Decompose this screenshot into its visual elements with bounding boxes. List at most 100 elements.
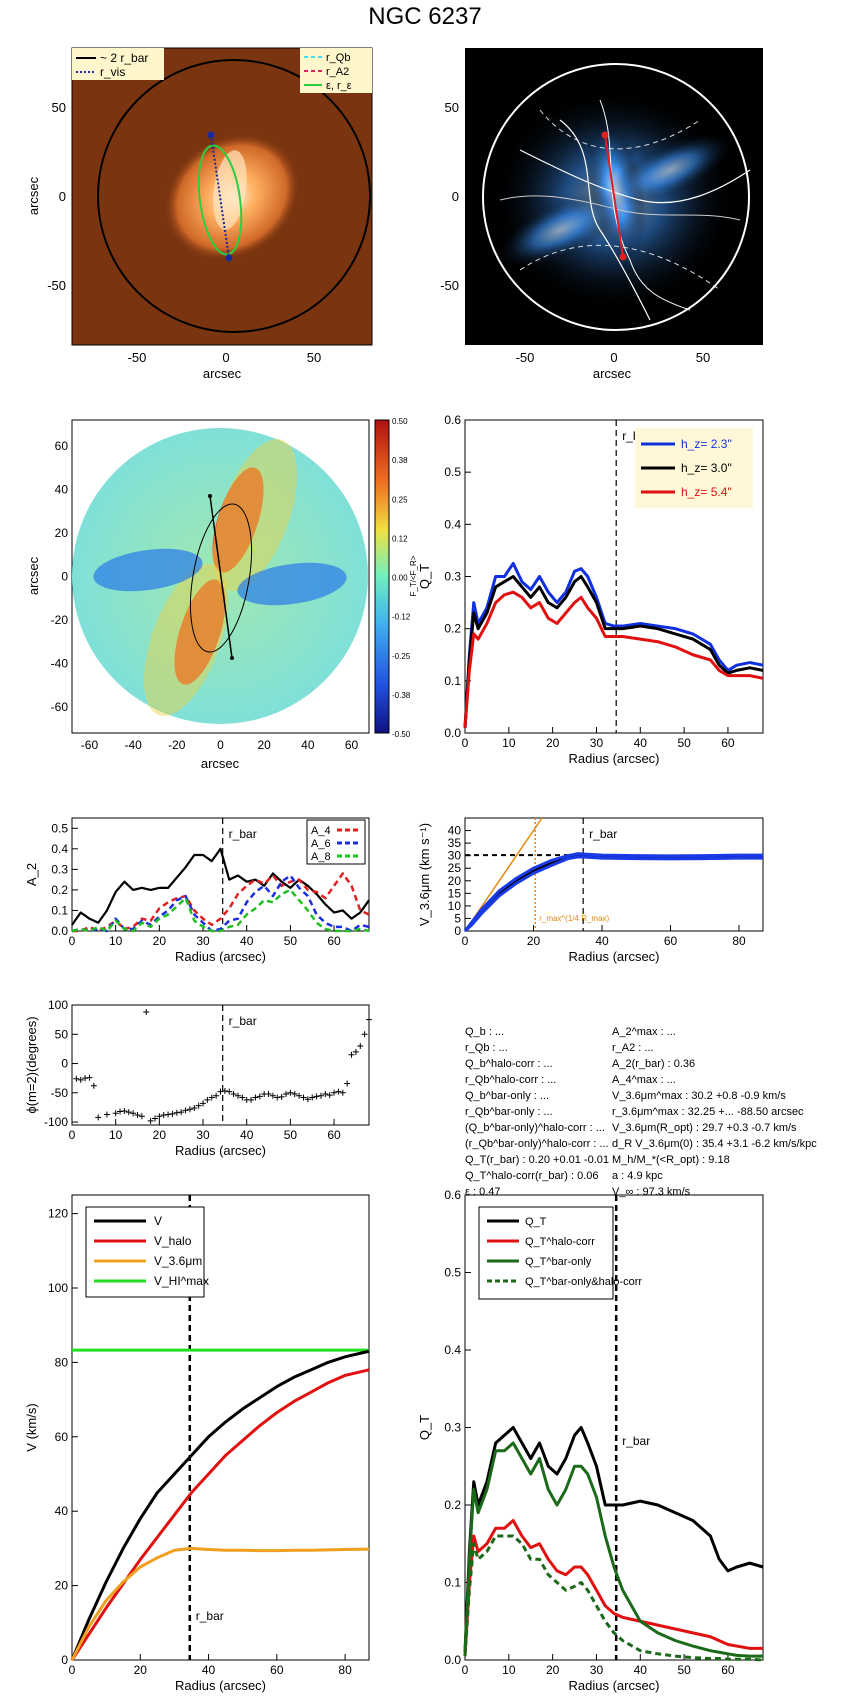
phase-point xyxy=(213,1092,220,1099)
y-tick-label: 0.6 xyxy=(444,1188,461,1202)
forcemap-x-tick: 0 xyxy=(217,738,224,752)
y-tick-label: 30 xyxy=(448,849,462,863)
phase-point xyxy=(82,1075,89,1082)
y-tick-label: -50 xyxy=(51,1086,69,1100)
forcemap-bar-line xyxy=(209,495,233,659)
colorbar-tick: -0.38 xyxy=(392,691,411,700)
x-axis-label: Radius (arcsec) xyxy=(175,1678,266,1693)
phase-point xyxy=(77,1076,84,1083)
y-tick-label: 0.0 xyxy=(444,1653,461,1667)
contour-line-4 xyxy=(519,244,721,291)
parameter-list: Q_b : ... r_Qb : ... Q_b^halo-corr : ...… xyxy=(465,1026,817,1198)
phase-point xyxy=(138,1113,145,1120)
param-2-6: r_3.6μm^max : 32.25 +... -88.50 arcsec xyxy=(612,1106,804,1118)
phase-point xyxy=(304,1096,311,1103)
force-blue-right xyxy=(237,562,347,606)
y-tick-label: 0.1 xyxy=(51,903,68,917)
contour-bar-end-bottom xyxy=(619,253,627,261)
contour-ytick-2: -50 xyxy=(440,278,459,293)
x-tick-label: 50 xyxy=(677,1663,691,1677)
y-tick-label: 120 xyxy=(48,1207,68,1221)
forcemap-y-tick: 40 xyxy=(55,483,69,497)
phase-point xyxy=(90,1082,97,1089)
chart-qt-corrections: 0 10 20 30 40 50 60 0.0 0.1 0.2 0.3 0.4 0.5 0.6 Radius… xyxy=(417,1188,764,1693)
y-tick-label: 100 xyxy=(48,998,68,1012)
x-tick-label: 50 xyxy=(284,1128,298,1142)
r-vis-line xyxy=(210,134,230,259)
legend-label: V_3.6μm xyxy=(154,1254,202,1268)
phase-point xyxy=(344,1080,351,1087)
param-2-1: A_2^max : ... xyxy=(612,1026,676,1038)
legend-label: h_z= 2.3'' xyxy=(681,437,732,451)
param-1-2: r_Qb : ... xyxy=(465,1042,508,1054)
forcemap-x-tick: 60 xyxy=(345,738,359,752)
param-1-7: (Q_b^bar-only)^halo-corr : ... xyxy=(465,1122,605,1134)
y-axis-label: Q_T xyxy=(417,564,432,589)
param-1-4: r_Qb^halo-corr : ... xyxy=(465,1074,556,1086)
phase-point xyxy=(300,1094,307,1101)
phase-point xyxy=(322,1090,329,1097)
y-tick-label: 0.5 xyxy=(444,1266,461,1280)
y-tick-label: 20 xyxy=(448,874,462,888)
phase-point xyxy=(186,1106,193,1113)
flux-blob-4 xyxy=(605,132,735,208)
legend-left-box xyxy=(72,48,164,80)
phase-point xyxy=(287,1089,294,1096)
x-tick-label: 20 xyxy=(153,934,167,948)
x-tick-label: 30 xyxy=(196,934,210,948)
contour-line-2 xyxy=(519,149,751,204)
phase-point xyxy=(130,1110,137,1117)
phase-point xyxy=(361,1031,368,1038)
x-axis-label: Radius (arcsec) xyxy=(175,949,266,964)
param-1-1: Q_b : ... xyxy=(465,1026,504,1038)
phase-point xyxy=(296,1092,303,1099)
y-tick-label: 15 xyxy=(448,886,462,900)
series-line-A_4 xyxy=(72,872,370,933)
forcemap-y-tick: 20 xyxy=(55,526,69,540)
x-tick-label: 40 xyxy=(240,934,254,948)
force-red-upper xyxy=(212,467,264,573)
y-tick-label: 5 xyxy=(454,911,461,925)
x-tick-label: 30 xyxy=(196,1128,210,1142)
y-tick-label: 0.4 xyxy=(444,1343,461,1357)
x-tick-label: 80 xyxy=(338,1663,352,1677)
image-ytick-1: 0 xyxy=(59,189,66,204)
y-tick-label: 0.0 xyxy=(51,924,68,938)
image-ytick-0: 50 xyxy=(52,100,66,115)
legend-label: V xyxy=(154,1214,162,1228)
phase-point xyxy=(165,1111,172,1118)
x-tick-label: 40 xyxy=(240,1128,254,1142)
legend-label: h_z= 5.4'' xyxy=(681,485,732,499)
x-tick-label: 40 xyxy=(595,934,609,948)
y-axis-label: ϕ(m=2)(degrees) xyxy=(24,1016,39,1113)
x-tick-label: 10 xyxy=(502,1663,516,1677)
x-tick-label: 40 xyxy=(202,1663,216,1677)
image-xlabel: arcsec xyxy=(203,366,242,381)
r-bar-label: r_bar xyxy=(196,1609,224,1623)
legend-label: A_8 xyxy=(311,851,331,863)
phase-point xyxy=(156,1113,163,1120)
x-tick-label: 60 xyxy=(327,1128,341,1142)
forcemap-x-tick: 20 xyxy=(257,738,271,752)
y-axis-label: A_2 xyxy=(24,863,39,886)
y-tick-label: 0.5 xyxy=(51,821,68,835)
panel-contour: -50 0 50 50 0 -50 arcsec xyxy=(440,48,763,381)
y-tick-label: 25 xyxy=(448,861,462,875)
panel-forcemap: 0.50 0.38 0.25 0.12 0.00 -0.12 -0.25 -0.38 -0.50… xyxy=(26,417,418,771)
contour-bar-line xyxy=(604,134,624,258)
legend-ra2-label: r_A2 xyxy=(326,66,349,78)
colorbar-tick: -0.12 xyxy=(392,613,411,622)
x-tick-label: 10 xyxy=(109,934,123,948)
phase-point xyxy=(208,1094,215,1101)
phase-point xyxy=(317,1092,324,1099)
series-line-h_z= 3.0'' xyxy=(463,575,764,728)
phase-point xyxy=(339,1089,346,1096)
y-tick-label: 60 xyxy=(55,1430,69,1444)
series-line-Q_T xyxy=(463,1426,764,1653)
y-axis-label: Q_T xyxy=(417,1415,432,1440)
phase-point xyxy=(366,1016,372,1023)
legend-label: Q_T^bar-only&halo-corr xyxy=(525,1276,642,1288)
x-tick-label: 0 xyxy=(462,934,469,948)
phase-point xyxy=(239,1094,246,1101)
contour-xtick-2: 50 xyxy=(696,350,710,365)
